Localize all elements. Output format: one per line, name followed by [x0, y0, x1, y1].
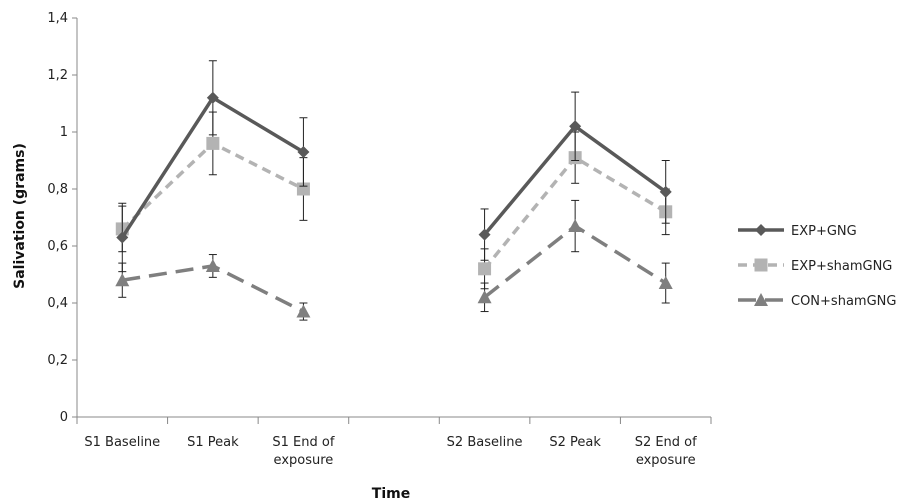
y-tick-label: 1,2	[47, 68, 68, 83]
data-point	[205, 258, 220, 272]
x-tick-label: S2 Baseline	[447, 435, 523, 450]
y-tick-labels: 0 0,2 0,4 0,6 0,8 1 1,2 1,4	[47, 11, 68, 425]
data-point	[658, 276, 673, 290]
data-point	[206, 91, 219, 104]
y-tick-label: 0,4	[47, 296, 68, 311]
x-axis-title: Time	[372, 486, 410, 502]
data-point	[296, 304, 311, 318]
x-tick-label: S2 End of exposure	[635, 435, 697, 468]
y-tick-label: 0,6	[47, 239, 68, 254]
data-point	[115, 273, 130, 287]
data-point	[477, 290, 492, 304]
plot-area	[115, 60, 673, 321]
data-point	[659, 185, 672, 198]
x-tick-label: S1 End of exposure	[272, 435, 334, 468]
axes	[72, 17, 712, 424]
legend-item: CON+shamGNG	[738, 293, 896, 309]
legend-label: EXP+GNG	[791, 224, 857, 239]
y-tick-label: 0	[60, 410, 68, 425]
y-tick-label: 1,4	[47, 11, 68, 26]
x-tick-label: S2 Peak	[549, 435, 601, 450]
y-tick-label: 0,8	[47, 182, 68, 197]
y-axis-title: Salivation (grams)	[12, 143, 28, 289]
legend-item: EXP+GNG	[738, 224, 857, 239]
data-point	[568, 219, 583, 233]
y-tick-label: 1	[60, 125, 68, 140]
legend-label: CON+shamGNG	[791, 294, 896, 309]
legend-item: EXP+shamGNG	[738, 258, 892, 274]
x-tick-label: S1 Peak	[187, 435, 239, 450]
series-EXP+shamGNG	[115, 111, 673, 290]
data-point	[206, 136, 220, 150]
legend: EXP+GNG EXP+shamGNG CON+shamGNG	[738, 224, 896, 309]
y-tick-label: 0,2	[47, 353, 68, 368]
legend-marker	[755, 224, 767, 236]
x-category-labels: S1 Baseline S1 Peak S1 End of exposure S2 Ba…	[84, 435, 697, 468]
legend-marker	[754, 258, 768, 272]
x-tick-label: S1 Baseline	[84, 435, 160, 450]
legend-marker	[754, 293, 768, 306]
legend-label: EXP+shamGNG	[791, 259, 892, 274]
data-point	[478, 262, 492, 276]
data-point	[116, 231, 129, 244]
series-EXP+GNG	[116, 60, 672, 273]
data-point	[478, 228, 491, 241]
series-CON+shamGNG	[115, 199, 673, 321]
data-point	[569, 120, 582, 133]
data-point	[297, 145, 310, 158]
